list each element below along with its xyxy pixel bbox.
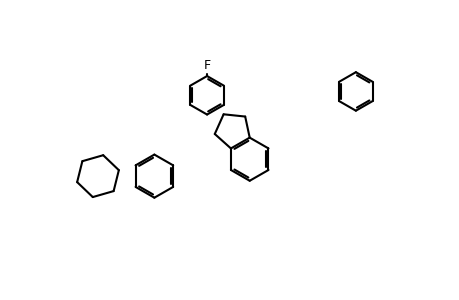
Text: F: F — [203, 59, 210, 72]
